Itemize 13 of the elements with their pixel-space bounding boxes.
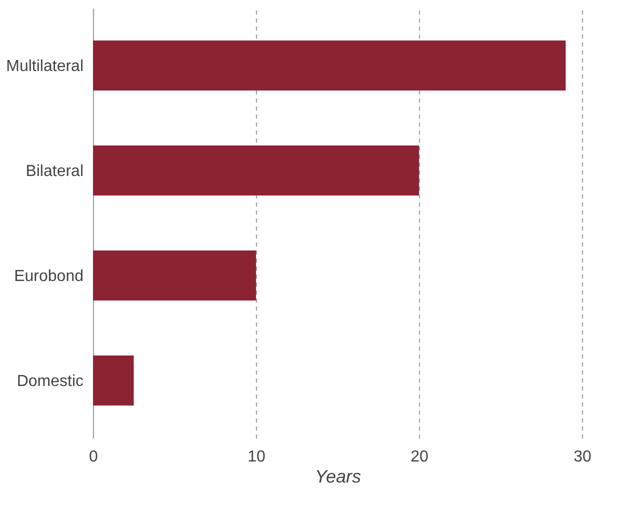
y-tick-label: Eurobond: [14, 268, 84, 285]
bar: [93, 250, 256, 300]
x-tick-label: 20: [410, 448, 428, 466]
x-tick-label: 30: [574, 448, 592, 466]
x-axis-title: Years: [314, 466, 362, 486]
bar: [93, 40, 566, 90]
y-tick-label: Multilateral: [6, 58, 84, 75]
y-tick-label: Bilateral: [26, 163, 84, 180]
x-tick-label: 0: [89, 448, 98, 466]
y-tick-label: Domestic: [16, 373, 84, 390]
bar: [93, 356, 134, 406]
bar: [93, 146, 419, 196]
x-tick-label: 10: [248, 448, 266, 466]
